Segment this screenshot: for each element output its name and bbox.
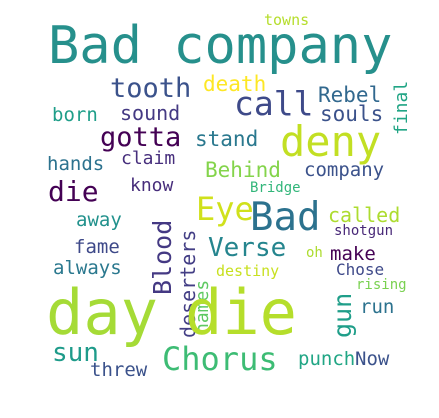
word-bad: Bad xyxy=(250,195,321,240)
word-sound: sound xyxy=(120,101,181,125)
word-die-small: die xyxy=(48,175,99,208)
word-bad-company: Bad company xyxy=(48,16,393,76)
word-threw: threw xyxy=(90,359,148,381)
word-tooth: tooth xyxy=(110,73,192,104)
word-now: Now xyxy=(355,348,390,370)
word-day: day xyxy=(46,276,158,349)
word-destiny: destiny xyxy=(216,262,280,280)
word-death: death xyxy=(203,72,267,96)
word-eye: Eye xyxy=(196,190,254,228)
word-rebel: Rebel xyxy=(318,83,382,107)
word-call: call xyxy=(234,84,314,123)
word-born: born xyxy=(52,104,98,126)
word-verse: Verse xyxy=(208,233,287,263)
word-chorus: Chorus xyxy=(162,340,278,378)
word-stand: stand xyxy=(195,127,259,151)
word-claim: claim xyxy=(121,148,176,169)
word-sun: sun xyxy=(52,338,99,368)
word-know: know xyxy=(130,175,174,196)
word-gun: gun xyxy=(328,292,357,338)
word-die-large: die xyxy=(185,276,297,349)
word-towns: towns xyxy=(264,11,310,29)
word-fame: fame xyxy=(74,236,120,258)
word-run: run xyxy=(360,296,395,318)
word-hands: hands xyxy=(47,153,105,175)
word-deny: deny xyxy=(280,117,382,166)
word-oh: oh xyxy=(306,245,323,261)
word-make: make xyxy=(330,243,376,265)
word-shotgun: shotgun xyxy=(334,223,394,239)
word-away: away xyxy=(76,209,122,231)
word-rising: rising xyxy=(356,277,407,293)
word-final: final xyxy=(391,80,412,135)
word-behind: Behind xyxy=(205,158,281,182)
word-called: called xyxy=(328,203,401,227)
word-bridge: Bridge xyxy=(250,180,301,196)
word-punch: punch xyxy=(298,348,356,370)
word-gotta: gotta xyxy=(100,122,182,153)
word-company: company xyxy=(304,159,385,181)
word-souls: souls xyxy=(320,102,384,126)
word-always: always xyxy=(53,257,122,279)
word-chose: Chose xyxy=(336,260,385,279)
